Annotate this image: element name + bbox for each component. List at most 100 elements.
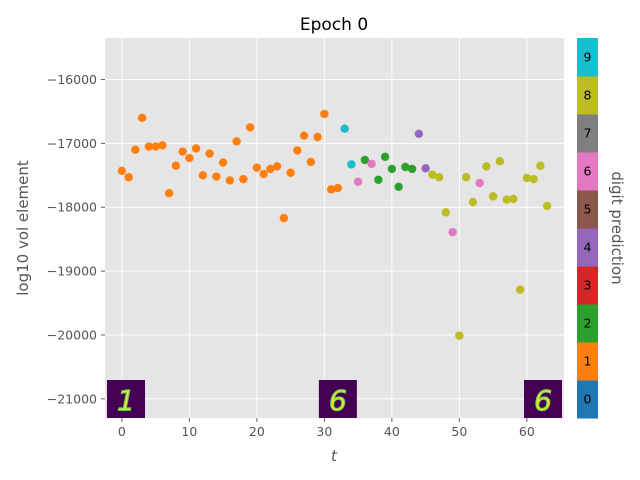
colorbar-tick-label: 9: [584, 50, 592, 65]
data-point: [387, 164, 397, 174]
data-point: [509, 194, 518, 204]
y-tick-label: −19000: [47, 264, 97, 279]
colorbar-tick-label: 3: [584, 278, 592, 293]
data-point: [522, 173, 532, 183]
data-point: [286, 168, 295, 177]
colorbar-tick-label: 7: [584, 126, 592, 141]
inset-images: 1 6 6: [107, 380, 562, 418]
colorbar-segment: [577, 228, 598, 267]
inset-digit-glyph: 1: [117, 384, 135, 417]
inset-image-background: [524, 380, 562, 418]
y-tick-label: −18000: [47, 200, 97, 215]
colorbar-label: digit prediction: [608, 171, 626, 284]
data-point: [394, 182, 403, 192]
data-point: [542, 201, 552, 211]
data-point: [218, 158, 228, 167]
colorbar-segment: [577, 304, 598, 343]
grid-lines: [105, 38, 564, 418]
data-point: [374, 175, 383, 184]
data-point: [407, 164, 417, 174]
inset-digit-image: 6: [524, 380, 562, 418]
axis-ticks: 0 10 20 30 40 50 60 −21000 −20000 −19000 −18000 −17…: [47, 72, 535, 439]
colorbar-segment: [577, 342, 598, 381]
data-point: [488, 192, 498, 201]
data-point: [306, 157, 316, 167]
x-tick-label: 20: [249, 424, 265, 439]
data-point: [428, 170, 437, 179]
data-point: [475, 178, 484, 188]
data-point: [131, 145, 140, 154]
inset-digit-image: 1: [107, 380, 145, 418]
x-axis-label: t: [331, 447, 338, 465]
data-point: [259, 169, 268, 179]
colorbar-segment: [577, 38, 598, 77]
data-point: [441, 208, 451, 217]
data-point: [185, 153, 194, 163]
data-point: [353, 177, 363, 186]
data-point: [380, 152, 390, 161]
data-point: [468, 197, 478, 207]
colorbar-segment: [577, 380, 598, 419]
y-tick-label: −21000: [47, 391, 97, 406]
data-point: [515, 285, 525, 294]
plot-area: [105, 38, 564, 418]
data-point: [421, 164, 430, 173]
data-point: [212, 172, 221, 181]
data-point: [455, 331, 464, 340]
data-point: [333, 183, 343, 193]
colorbar-tick-label: 0: [584, 392, 592, 407]
data-point: [117, 166, 127, 176]
data-point: [225, 176, 235, 185]
inset-image-background: [107, 380, 145, 418]
data-point: [448, 227, 457, 237]
inset-digit-glyph: 6: [329, 384, 347, 417]
y-tick-label: −20000: [47, 327, 97, 342]
y-tick-label: −16000: [47, 72, 97, 87]
data-point: [536, 161, 545, 170]
data-point: [495, 157, 505, 166]
data-point: [245, 123, 255, 132]
x-tick-label: 60: [519, 424, 535, 439]
data-point: [272, 162, 282, 171]
data-point: [151, 142, 160, 151]
colorbar-tick-label: 6: [584, 164, 592, 179]
data-point: [434, 173, 444, 182]
data-point: [293, 146, 302, 155]
data-point: [171, 161, 181, 170]
colorbar-segment: [577, 114, 598, 153]
colorbar-tick-label: 2: [584, 316, 592, 331]
data-point: [414, 129, 424, 138]
x-tick-label: 40: [384, 424, 400, 439]
data-point: [299, 131, 309, 140]
inset-image-background: [318, 380, 357, 418]
data-point: [232, 137, 241, 146]
colorbar-tick-label: 8: [584, 88, 592, 103]
data-points: [117, 109, 552, 340]
data-point: [340, 124, 349, 133]
data-point: [347, 160, 356, 169]
colorbar-segment: [577, 190, 598, 229]
colorbar-tick-label: 5: [584, 202, 592, 217]
data-point: [178, 147, 187, 156]
data-point: [367, 159, 376, 169]
data-point: [205, 149, 214, 158]
data-point: [360, 155, 370, 165]
data-point: [401, 162, 410, 172]
data-point: [252, 163, 262, 172]
data-point: [158, 141, 167, 150]
colorbar-segment: [577, 76, 598, 115]
data-point: [124, 173, 133, 182]
colorbar-tick-label: 1: [584, 354, 592, 369]
inset-digit-image: 6: [318, 380, 357, 418]
y-tick-label: −17000: [47, 136, 97, 151]
colorbar-segment: [577, 152, 598, 191]
data-point: [320, 109, 329, 119]
inset-digit-glyph: 6: [534, 384, 552, 417]
data-point: [502, 195, 511, 204]
x-tick-label: 50: [451, 424, 467, 439]
chart-title: Epoch 0: [300, 15, 368, 35]
data-point: [279, 213, 289, 223]
data-point: [266, 164, 275, 174]
data-point: [164, 188, 174, 198]
